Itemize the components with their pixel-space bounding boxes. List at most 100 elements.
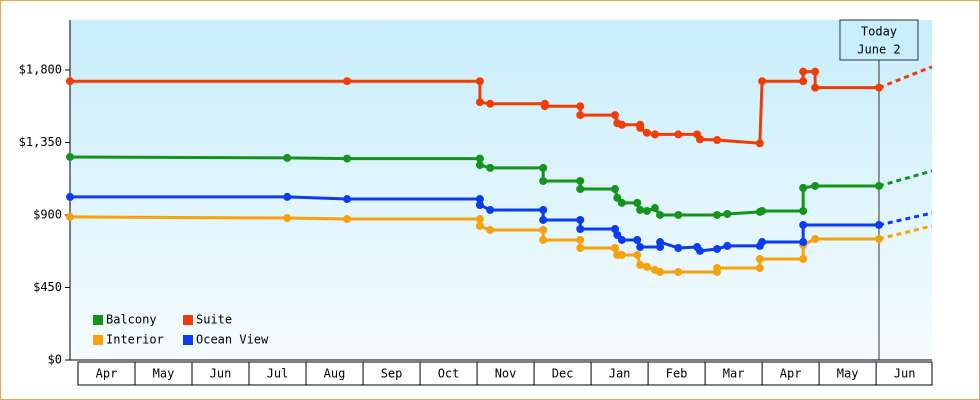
price-point bbox=[576, 102, 585, 111]
plot-area bbox=[70, 20, 932, 360]
today-box bbox=[839, 19, 919, 61]
price-point bbox=[475, 195, 484, 204]
price-point bbox=[576, 224, 585, 233]
price-point bbox=[758, 77, 767, 86]
price-point bbox=[66, 212, 74, 221]
price-point bbox=[811, 234, 820, 243]
price-point bbox=[343, 215, 352, 224]
x-tick-label: Dec bbox=[552, 367, 574, 381]
price-point bbox=[799, 77, 808, 86]
y-tick-label: $1,800 bbox=[19, 62, 62, 76]
price-point bbox=[799, 238, 808, 247]
price-point bbox=[799, 183, 808, 192]
price-point bbox=[486, 163, 495, 172]
price-point bbox=[475, 161, 484, 170]
price-point bbox=[636, 205, 645, 214]
x-tick-label: Jun bbox=[894, 367, 916, 381]
price-point bbox=[611, 244, 620, 253]
price-point bbox=[66, 77, 74, 86]
price-point bbox=[539, 163, 548, 172]
price-point bbox=[723, 210, 732, 219]
price-point bbox=[343, 195, 352, 204]
price-point bbox=[475, 77, 484, 86]
price-point bbox=[539, 225, 548, 234]
price-point bbox=[656, 268, 665, 277]
price-point bbox=[475, 215, 484, 224]
x-tick-label: Mar bbox=[723, 367, 745, 381]
price-point bbox=[755, 254, 764, 263]
price-point bbox=[874, 83, 883, 92]
price-point bbox=[811, 83, 820, 92]
x-tick-label: Apr bbox=[780, 367, 802, 381]
x-tick-label: Jan bbox=[609, 367, 631, 381]
price-point bbox=[475, 154, 484, 163]
price-point bbox=[539, 235, 548, 244]
price-point bbox=[799, 206, 808, 215]
legend-swatch bbox=[183, 335, 193, 345]
price-point bbox=[636, 243, 645, 252]
price-point bbox=[656, 238, 665, 247]
price-point bbox=[283, 153, 292, 162]
price-point bbox=[874, 234, 883, 243]
price-point bbox=[723, 241, 732, 250]
price-point bbox=[758, 238, 767, 247]
price-point bbox=[713, 244, 722, 253]
x-tick-label: May bbox=[837, 367, 859, 381]
price-point bbox=[539, 205, 548, 214]
price-point bbox=[650, 204, 659, 213]
price-point bbox=[576, 215, 585, 224]
legend-swatch bbox=[93, 335, 103, 345]
price-point bbox=[540, 102, 549, 111]
price-point bbox=[755, 263, 764, 272]
price-point bbox=[633, 250, 642, 259]
price-point bbox=[799, 67, 808, 76]
price-point bbox=[636, 123, 645, 132]
x-tick-label: Feb bbox=[666, 367, 688, 381]
legend-label: Suite bbox=[196, 313, 232, 327]
price-point bbox=[486, 225, 495, 234]
legend-label: Interior bbox=[106, 333, 164, 347]
projection-line bbox=[878, 211, 933, 227]
today-label: Today bbox=[861, 25, 897, 39]
price-point bbox=[642, 206, 651, 215]
y-tick-label: $900 bbox=[33, 207, 62, 221]
price-point bbox=[695, 135, 704, 144]
price-point bbox=[799, 220, 808, 229]
price-point bbox=[576, 244, 585, 253]
legend-swatch bbox=[183, 315, 193, 325]
price-point bbox=[636, 260, 645, 269]
price-point bbox=[611, 111, 620, 120]
price-point bbox=[713, 136, 722, 145]
price-point bbox=[674, 244, 683, 253]
x-tick-label: Sep bbox=[381, 367, 403, 381]
price-point bbox=[66, 152, 74, 161]
price-point bbox=[650, 130, 659, 139]
price-point bbox=[695, 246, 704, 255]
legend-swatch bbox=[93, 315, 103, 325]
price-point bbox=[486, 99, 495, 108]
price-point bbox=[642, 128, 651, 137]
price-point bbox=[343, 154, 352, 163]
price-point bbox=[874, 220, 883, 229]
price-point bbox=[674, 268, 683, 277]
price-point bbox=[713, 210, 722, 219]
x-tick-label: Oct bbox=[438, 367, 460, 381]
y-tick-label: $450 bbox=[33, 280, 62, 294]
price-point bbox=[633, 198, 642, 207]
x-tick-label: Aug bbox=[324, 367, 346, 381]
price-point bbox=[283, 214, 292, 223]
today-label: June 2 bbox=[857, 43, 900, 57]
price-point bbox=[656, 210, 665, 219]
price-point bbox=[617, 198, 626, 207]
price-point bbox=[674, 210, 683, 219]
x-tick-label: Apr bbox=[96, 367, 118, 381]
price-point bbox=[539, 176, 548, 185]
price-point bbox=[811, 181, 820, 190]
price-point bbox=[283, 192, 292, 201]
x-tick-label: May bbox=[153, 367, 175, 381]
price-point bbox=[576, 111, 585, 120]
legend-label: Ocean View bbox=[196, 333, 269, 347]
price-point bbox=[617, 235, 626, 244]
y-tick-label: $0 bbox=[48, 353, 62, 367]
